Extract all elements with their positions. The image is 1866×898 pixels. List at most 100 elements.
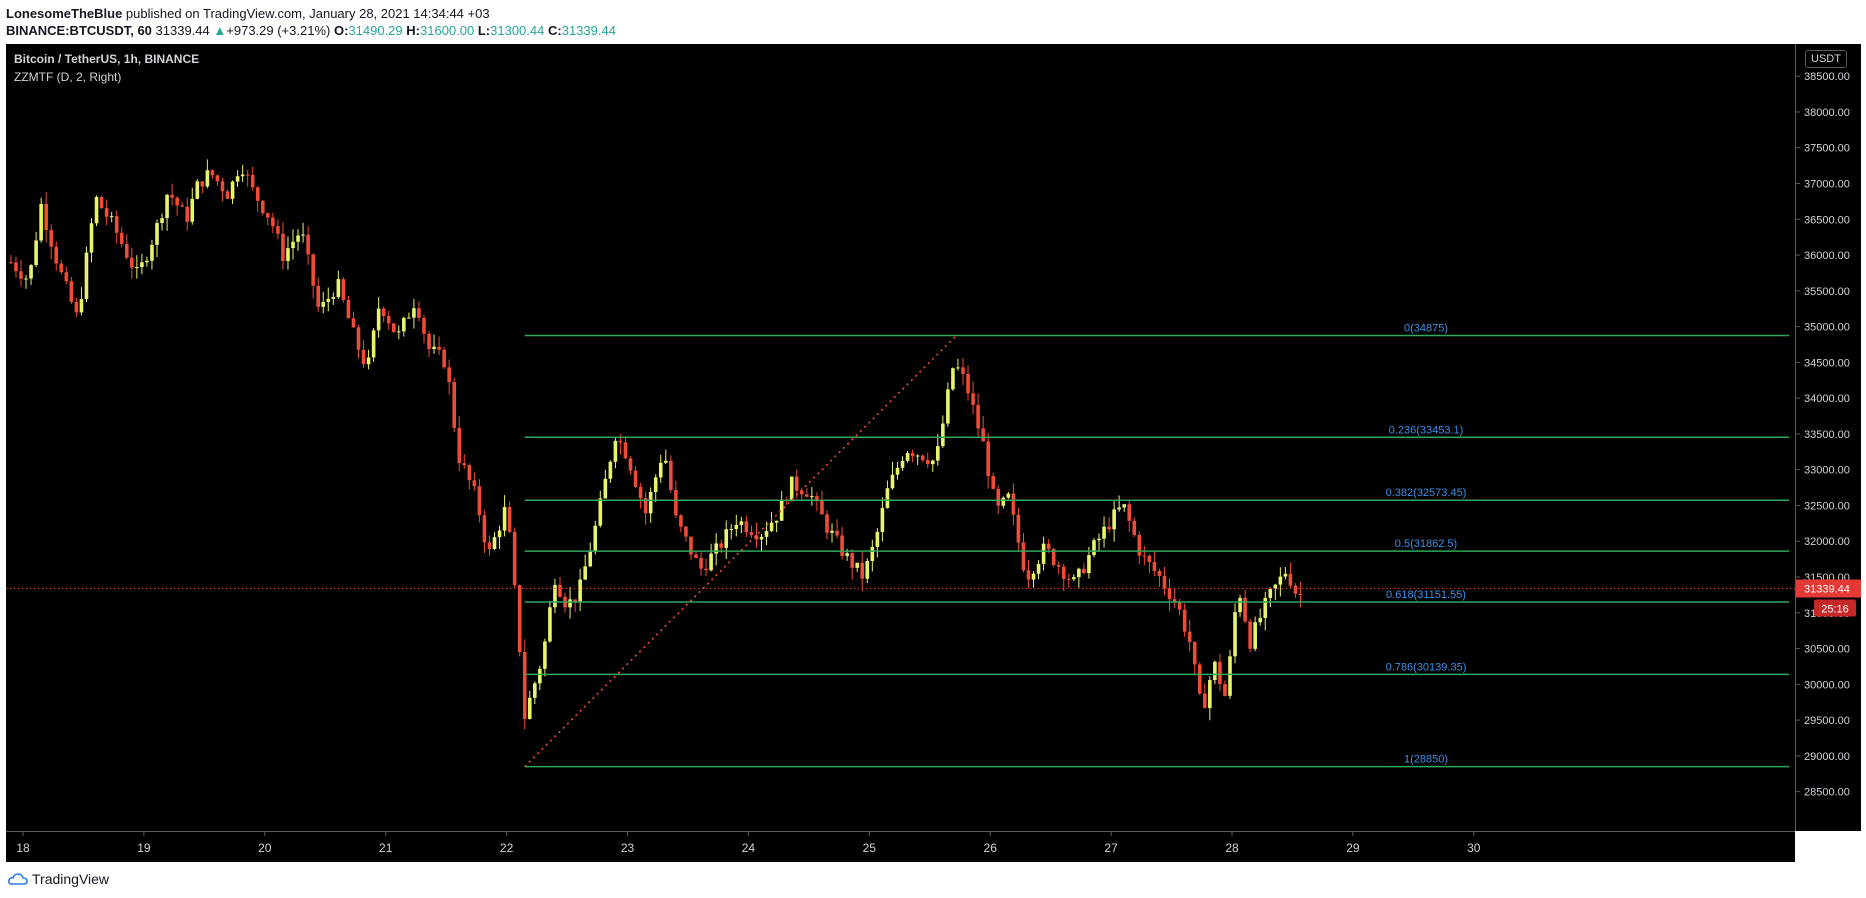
candle-body xyxy=(356,327,361,350)
candle-body xyxy=(1026,570,1031,580)
candle-body xyxy=(1061,566,1066,579)
candle-body xyxy=(578,579,582,602)
author-name[interactable]: LonesomeTheBlue xyxy=(6,6,123,21)
candle-body xyxy=(991,476,996,489)
candle-body xyxy=(910,453,915,457)
candle-body xyxy=(1248,621,1252,649)
time-axis[interactable]: 18 19 20 21 22 23 24 25 26 27 28 29 30 xyxy=(6,831,1795,862)
candle-body xyxy=(1147,555,1152,563)
countdown-label: 25:16 xyxy=(1821,604,1849,616)
candle-body xyxy=(1177,602,1182,610)
price-tick-label: 37500.00 xyxy=(1804,143,1850,155)
time-tick-label: 19 xyxy=(137,841,151,855)
candle-body xyxy=(1001,497,1006,506)
candle-body xyxy=(452,382,457,428)
candle-body xyxy=(865,560,870,579)
price-tick-label: 36500.00 xyxy=(1804,214,1850,226)
candle-body xyxy=(679,515,683,527)
candle-body xyxy=(694,554,698,558)
candle-body xyxy=(1192,641,1197,665)
candle-body xyxy=(14,262,18,272)
candle-body xyxy=(538,668,542,684)
chart-canvas[interactable]: 0(34875) 0.236(33453.1) 0.382(32573.45) 0.5… xyxy=(6,44,1795,831)
candle-body xyxy=(502,507,507,531)
candle-body xyxy=(39,204,43,241)
header-line-2: BINANCE:BTCUSDT, 60 31339.44 ▲+973.29 (+… xyxy=(6,22,616,39)
candle-body xyxy=(457,427,462,464)
candle-body xyxy=(225,191,230,199)
candle-body xyxy=(301,234,305,236)
candle-body xyxy=(260,200,265,214)
time-tick-label: 23 xyxy=(621,841,635,855)
candle-body xyxy=(467,465,472,481)
candle-body xyxy=(885,488,890,509)
fib-level-label: 0.786(30139.35) xyxy=(1386,661,1467,673)
candle-body xyxy=(24,278,28,280)
countdown-marker xyxy=(1814,599,1856,617)
footer-brand[interactable]: TradingView xyxy=(8,871,109,887)
low-value: 31300.44 xyxy=(490,23,545,38)
publication-header: LonesomeTheBlue published on TradingView… xyxy=(6,5,616,39)
candle-body xyxy=(533,683,537,698)
candle-body xyxy=(699,557,703,569)
candle-body xyxy=(905,453,910,461)
candle-body xyxy=(74,302,79,313)
candle-body xyxy=(734,524,739,530)
candle-body xyxy=(69,281,74,303)
candle-body xyxy=(971,393,975,405)
candle-body xyxy=(1016,514,1021,543)
candle-body xyxy=(845,553,849,556)
fib-level-label: 1(28850) xyxy=(1404,754,1448,766)
candle-body xyxy=(235,176,240,182)
candle-body xyxy=(422,317,426,334)
candle-body xyxy=(1092,540,1096,556)
candle-body xyxy=(402,317,406,332)
candle-body xyxy=(568,599,572,608)
candle-body xyxy=(472,480,477,487)
candle-body xyxy=(890,474,895,489)
candle-body xyxy=(638,486,643,499)
candle-body xyxy=(1172,599,1177,603)
candle-body xyxy=(553,584,557,608)
candle-body xyxy=(1087,555,1091,574)
candle-body xyxy=(271,217,275,227)
candle-body xyxy=(774,520,779,523)
candle-body xyxy=(981,428,985,442)
candle-body xyxy=(281,233,285,262)
candle-body xyxy=(1041,543,1046,564)
price-change: +973.29 (+3.21%) xyxy=(226,23,331,38)
time-tick-label: 26 xyxy=(984,841,998,855)
candle-body xyxy=(316,285,320,307)
candle-body xyxy=(1102,526,1106,539)
price-tick-label: 30000.00 xyxy=(1804,679,1850,691)
candle-body xyxy=(99,197,104,209)
candle-body xyxy=(764,531,769,537)
candle-body xyxy=(64,272,69,282)
price-tick-label: 38000.00 xyxy=(1804,107,1850,119)
high-value: 31600.00 xyxy=(420,23,475,38)
candle-body xyxy=(1187,631,1192,642)
chart-pane[interactable]: 0(34875) 0.236(33453.1) 0.382(32573.45) 0.5… xyxy=(6,44,1795,831)
candle-body xyxy=(210,170,215,176)
candle-body xyxy=(220,181,225,192)
candle-body xyxy=(593,525,598,551)
candle-body xyxy=(875,531,880,547)
price-tick-label: 35500.00 xyxy=(1804,286,1850,298)
currency-badge[interactable]: USDT xyxy=(1805,50,1847,68)
candle-body xyxy=(527,697,532,719)
candle-body xyxy=(799,490,804,495)
candle-body xyxy=(351,318,356,328)
price-axis[interactable]: 38500.00 38000.00 37500.00 37000.00 36500.00… xyxy=(1795,44,1861,831)
high-label: H: xyxy=(406,23,420,38)
candle-body xyxy=(1273,584,1278,589)
candle-body xyxy=(1243,597,1247,622)
indicator-legend[interactable]: ZZMTF (D, 2, Right) xyxy=(14,70,122,84)
candle-body xyxy=(1117,507,1121,510)
candle-body xyxy=(1208,680,1212,709)
candle-body xyxy=(1122,504,1126,508)
candle-body xyxy=(588,550,593,567)
candle-body xyxy=(291,241,295,249)
low-label: L: xyxy=(477,23,491,38)
candle-body xyxy=(613,440,618,462)
candle-body xyxy=(925,460,930,465)
